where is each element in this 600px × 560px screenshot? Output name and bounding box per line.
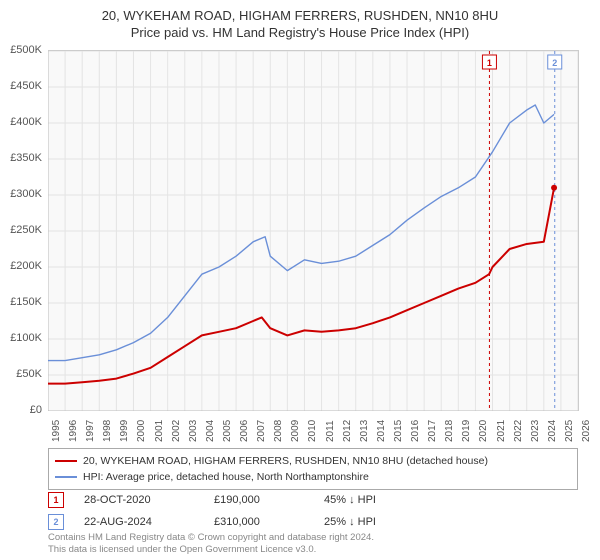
legend-item-hpi: HPI: Average price, detached house, Nort… xyxy=(55,469,571,485)
y-tick-label: £300K xyxy=(10,188,42,200)
x-tick-label: 2025 xyxy=(564,420,575,442)
x-tick-label: 1998 xyxy=(102,420,113,442)
sale-pct: 25% ↓ HPI xyxy=(324,516,424,528)
x-tick-label: 2017 xyxy=(427,420,438,442)
sale-pct: 45% ↓ HPI xyxy=(324,494,424,506)
footnote: Contains HM Land Registry data © Crown c… xyxy=(48,532,374,556)
footnote-line1: Contains HM Land Registry data © Crown c… xyxy=(48,532,374,544)
x-tick-label: 2005 xyxy=(222,420,233,442)
sale-row: 2 22-AUG-2024 £310,000 25% ↓ HPI xyxy=(48,514,578,530)
y-tick-label: £150K xyxy=(10,296,42,308)
x-tick-label: 2004 xyxy=(205,420,216,442)
x-tick-label: 2000 xyxy=(136,420,147,442)
x-tick-label: 2021 xyxy=(496,420,507,442)
legend-label: HPI: Average price, detached house, Nort… xyxy=(83,469,369,485)
x-tick-label: 2014 xyxy=(376,420,387,442)
x-tick-label: 2022 xyxy=(513,420,524,442)
x-tick-label: 2006 xyxy=(239,420,250,442)
x-tick-label: 2007 xyxy=(256,420,267,442)
chart-area: 12 £0£50K£100K£150K£200K£250K£300K£350K£… xyxy=(48,50,578,410)
x-tick-label: 2003 xyxy=(188,420,199,442)
x-tick-label: 2024 xyxy=(547,420,558,442)
y-tick-label: £100K xyxy=(10,332,42,344)
y-tick-label: £450K xyxy=(10,80,42,92)
y-tick-label: £250K xyxy=(10,224,42,236)
x-tick-label: 2010 xyxy=(307,420,318,442)
svg-text:2: 2 xyxy=(552,58,557,68)
title-line2: Price paid vs. HM Land Registry's House … xyxy=(0,25,600,40)
svg-text:1: 1 xyxy=(487,58,492,68)
y-tick-label: £50K xyxy=(16,368,42,380)
y-tick-label: £200K xyxy=(10,260,42,272)
plot-svg: 12 xyxy=(48,51,578,411)
x-tick-label: 2019 xyxy=(461,420,472,442)
x-tick-label: 2008 xyxy=(273,420,284,442)
x-tick-label: 2012 xyxy=(342,420,353,442)
sales-table: 1 28-OCT-2020 £190,000 45% ↓ HPI 2 22-AU… xyxy=(48,492,578,536)
legend-swatch xyxy=(55,476,77,478)
sale-price: £190,000 xyxy=(214,494,304,506)
title-line1: 20, WYKEHAM ROAD, HIGHAM FERRERS, RUSHDE… xyxy=(0,8,600,23)
x-tick-label: 2002 xyxy=(171,420,182,442)
legend-label: 20, WYKEHAM ROAD, HIGHAM FERRERS, RUSHDE… xyxy=(83,453,488,469)
y-tick-label: £0 xyxy=(30,404,42,416)
x-tick-label: 2016 xyxy=(410,420,421,442)
legend-item-property: 20, WYKEHAM ROAD, HIGHAM FERRERS, RUSHDE… xyxy=(55,453,571,469)
title-block: 20, WYKEHAM ROAD, HIGHAM FERRERS, RUSHDE… xyxy=(0,0,600,40)
chart-container: 20, WYKEHAM ROAD, HIGHAM FERRERS, RUSHDE… xyxy=(0,0,600,560)
x-tick-label: 1997 xyxy=(85,420,96,442)
x-tick-label: 2001 xyxy=(154,420,165,442)
legend: 20, WYKEHAM ROAD, HIGHAM FERRERS, RUSHDE… xyxy=(48,448,578,490)
x-tick-label: 1996 xyxy=(68,420,79,442)
sale-marker-2: 2 xyxy=(48,514,64,530)
x-tick-label: 2023 xyxy=(530,420,541,442)
sale-date: 28-OCT-2020 xyxy=(84,494,194,506)
plot-background: 12 xyxy=(48,50,579,411)
x-tick-label: 2013 xyxy=(359,420,370,442)
x-tick-label: 2020 xyxy=(478,420,489,442)
y-tick-label: £350K xyxy=(10,152,42,164)
x-tick-label: 2011 xyxy=(325,420,336,442)
sale-price: £310,000 xyxy=(214,516,304,528)
y-tick-label: £500K xyxy=(10,44,42,56)
x-tick-label: 2026 xyxy=(581,420,592,442)
x-tick-label: 1995 xyxy=(51,420,62,442)
y-tick-label: £400K xyxy=(10,116,42,128)
footnote-line2: This data is licensed under the Open Gov… xyxy=(48,544,374,556)
x-tick-label: 2015 xyxy=(393,420,404,442)
sale-row: 1 28-OCT-2020 £190,000 45% ↓ HPI xyxy=(48,492,578,508)
sale-marker-1: 1 xyxy=(48,492,64,508)
x-tick-label: 1999 xyxy=(119,420,130,442)
x-tick-label: 2018 xyxy=(444,420,455,442)
legend-swatch xyxy=(55,460,77,462)
x-tick-label: 2009 xyxy=(290,420,301,442)
sale-date: 22-AUG-2024 xyxy=(84,516,194,528)
